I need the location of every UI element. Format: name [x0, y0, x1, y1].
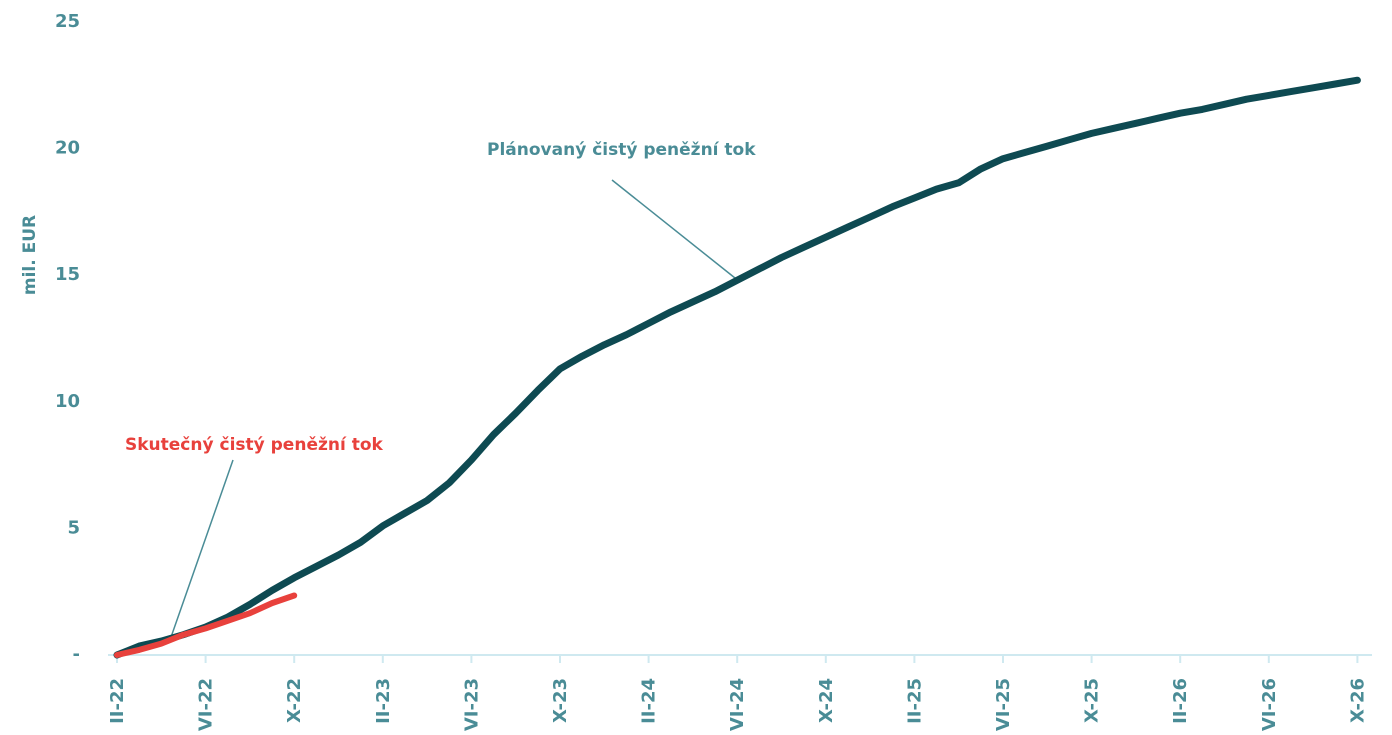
series-line — [114, 592, 298, 658]
y-tick-label: 5 — [67, 517, 80, 538]
x-tick-label: VI-25 — [993, 678, 1014, 731]
y-axis-label: mil. EUR — [20, 215, 40, 295]
annotation: Plánovaný čistý peněžní tok — [487, 140, 756, 160]
leader-line — [611, 179, 736, 279]
y-tick-label: 25 — [55, 11, 80, 32]
y-tick-label: 10 — [55, 391, 80, 412]
leader-line — [169, 459, 234, 641]
x-tick-label: II-23 — [373, 678, 394, 724]
x-tick-label: VI-22 — [196, 678, 217, 731]
x-tick-label: VI-24 — [727, 678, 748, 731]
x-tick-label: II-26 — [1170, 678, 1191, 724]
annotation: Skutečný čistý peněžní tok — [125, 435, 384, 455]
x-tick-label: X-26 — [1347, 678, 1368, 723]
x-tick-label: X-22 — [284, 678, 305, 723]
y-tick-label: 20 — [55, 138, 80, 159]
x-tick-label: II-24 — [639, 678, 660, 724]
x-tick-label: II-25 — [904, 678, 925, 724]
x-tick-label: VI-23 — [461, 678, 482, 731]
x-tick-label: VI-26 — [1259, 678, 1280, 731]
x-tick-label: II-22 — [107, 678, 128, 724]
x-tick-label: X-25 — [1082, 678, 1103, 723]
y-tick-label: - — [73, 644, 80, 665]
x-tick-label: X-24 — [816, 678, 837, 723]
series-line — [113, 76, 1361, 659]
x-tick-label: X-23 — [550, 678, 571, 723]
y-tick-label: 15 — [55, 264, 80, 285]
